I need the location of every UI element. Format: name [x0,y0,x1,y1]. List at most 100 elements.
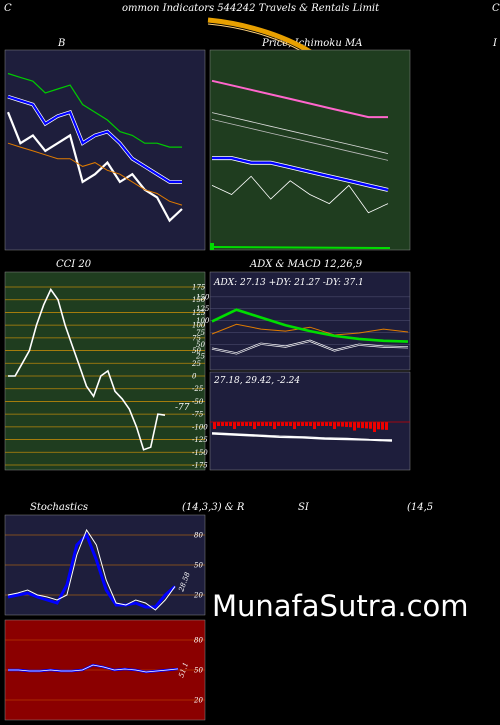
cci-tick-4: 75 [192,334,201,342]
macd-histogram-bar-34 [349,422,352,428]
cci-tick-9: -50 [192,398,204,406]
bb-title: B [58,38,66,49]
bb-series-2 [6,111,183,223]
rsi-title: SI [298,502,309,513]
cci-tick-11: -100 [192,423,208,431]
right-edge-label: I [493,38,497,49]
macd-histogram-bar-13 [265,422,268,426]
macd-histogram-bar-0 [213,422,216,429]
macd-histogram-bar-19 [289,422,292,426]
header-swoosh [207,17,317,58]
cci-tick-3: 100 [192,322,206,330]
bb-series-3 [7,142,183,206]
macd-histogram-bar-11 [257,422,260,426]
cci-tick-14: -175 [192,462,208,470]
cci-tick-7: 0 [192,373,197,381]
cci-line [8,287,166,451]
price-panel [209,49,411,251]
macd-readout: 27.18, 29.42, -2.24 [213,376,300,386]
adx-tick-2: 100 [196,317,210,325]
price-title: Price, Ichimoku MA [262,38,363,49]
macd-histogram-bar-5 [233,422,236,429]
watermark: MunafaSutra.com [212,589,469,623]
adx-tick-4: 50 [196,341,205,349]
adx-minus-dy [211,323,409,336]
stoch-k-line [7,528,176,611]
rsi-tick-0: 80 [194,637,203,645]
cci-tick-5: 50 [192,347,201,355]
macd-histogram-bar-32 [341,422,344,427]
price-series-2 [212,156,389,192]
cci-tick-12: -125 [192,436,208,444]
cci-title: CCI 20 [56,259,92,270]
rsi-params: (14,5 [407,502,434,513]
macd-histogram-bar-23 [305,422,308,426]
macd-histogram-bar-7 [241,422,244,426]
cci-panel [4,271,206,471]
rsi-tick-1: 50 [194,667,203,675]
cci-tick-13: -150 [192,449,208,457]
adx-tick-5: 25 [195,353,205,361]
macd-histogram-bar-16 [277,422,280,426]
macd-histogram-bar-4 [229,422,232,426]
macd-histogram-bar-3 [225,422,228,426]
macd-histogram-bar-24 [309,422,312,426]
stoch-d-line [7,532,176,609]
macd-histogram-bar-35 [353,422,356,431]
macd-histogram-bar-43 [385,422,388,430]
macd-histogram-bar-20 [293,422,296,429]
cci-tick-6: 25 [191,360,201,368]
macd-histogram-bar-31 [337,422,340,427]
cci-value-label: -77 [175,403,190,413]
macd-histogram-bar-28 [325,422,328,426]
header-title: ommon Indicators 544242 Travels & Rental… [122,3,380,14]
adx-tick-3: 75 [196,329,205,337]
rsi-line-white [8,664,179,673]
header-left-c: C [4,3,12,14]
macd-histogram-bar-27 [321,422,324,426]
macd-histogram-bar-39 [369,422,372,429]
bb-series-1 [7,95,182,183]
bb-panel [4,49,206,251]
macd-histogram-bar-14 [269,422,272,426]
stoch-tick-1: 50 [194,562,203,570]
adx-tick-1: 125 [196,305,210,313]
macd-histogram-bar-40 [373,422,376,432]
macd-histogram-bar-2 [221,422,224,426]
macd-histogram-bar-8 [245,422,248,426]
macd-histogram-bar-10 [253,422,256,429]
adx-tick-0: 150 [196,293,210,301]
macd-histogram-bar-29 [329,422,332,426]
macd-histogram-bar-1 [217,422,220,426]
macd-histogram-bar-18 [285,422,288,426]
cci-tick-2: 125 [192,309,206,317]
cci-tick-0: 175 [192,284,206,292]
adx-readout: ADX: 27.13 +DY: 21.27 -DY: 37.1 [213,278,364,288]
adx-plus-dy-core [211,340,409,354]
adx-panel [209,271,411,371]
adx-line [211,308,409,343]
stoch-title: Stochastics [30,502,88,513]
price-series-0 [211,79,388,119]
macd-histogram-bar-21 [297,422,300,426]
macd-histogram-bar-30 [333,422,336,429]
stoch-params: (14,3,3) & R [182,502,245,513]
macd-histogram-bar-17 [281,422,284,426]
cci-tick-8: -25 [192,385,204,393]
adx-macd-title: ADX & MACD 12,26,9 [250,259,363,270]
price-series-1b [211,119,389,161]
rsi-tick-2: 20 [193,697,203,705]
macd-histogram-bar-15 [273,422,276,429]
macd-histogram-bar-36 [357,422,360,428]
stoch-tick-2: 20 [193,592,203,600]
bb-series-0 [7,72,182,148]
macd-histogram-bar-37 [361,422,364,429]
cci-tick-10: -75 [192,411,204,419]
macd-histogram-bar-6 [237,422,240,426]
macd-histogram-bar-12 [261,422,264,426]
macd-panel [209,371,411,471]
macd-histogram-bar-42 [381,422,384,430]
stoch-tick-0: 80 [194,532,203,540]
macd-histogram-bar-22 [301,422,304,426]
